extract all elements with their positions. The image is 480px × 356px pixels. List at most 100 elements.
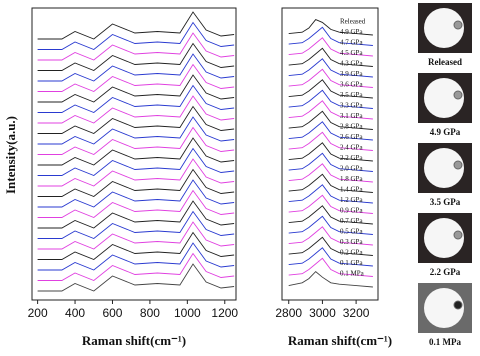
spectrum [288,47,373,67]
series-label: 4.7 GPa [340,39,363,47]
spectrum [288,68,373,88]
spectrum [288,257,373,277]
series-label: 4.3 GPa [340,60,363,68]
spectrum [288,215,373,235]
series-label: 0.5 GPa [340,228,363,236]
series-label: 1.8 GPa [340,175,363,183]
photo-label: 3.5 GPa [430,197,461,207]
series-label: 4.9 GPa [340,28,363,36]
spectrum [288,205,373,225]
spectrum [288,100,373,120]
series-label: 2.8 GPa [340,123,363,131]
spectrum [288,131,373,151]
spectrum [37,221,235,250]
spectrum [288,110,373,130]
photo-dot [453,90,463,100]
spectrum [37,231,235,261]
series-label: 3.3 GPa [340,102,363,110]
photo-sample [424,78,464,118]
y-axis-label: Intensity(a.u.) [3,116,18,194]
spectrum [37,189,235,219]
photo-label: 2.2 GPa [430,267,461,277]
x-axis-label: Raman shift(cm⁻¹) [288,333,392,348]
x-axis-label: Raman shift(cm⁻¹) [82,333,186,348]
spectrum [37,95,235,124]
x-tick-label: 3200 [343,306,370,320]
spectrum [37,105,235,135]
spectrum [37,126,235,156]
series-label: Released [340,18,366,26]
series-label: 1.2 GPa [340,196,363,204]
photo-label: 0.1 MPa [429,337,461,347]
photo-dot [453,300,463,310]
x-tick-label: 1200 [211,306,238,320]
spectrum [288,236,373,256]
spectrum [37,32,235,61]
series-label: 0.7 GPa [340,217,363,225]
photo-sample [424,288,464,328]
spectrum [37,137,235,166]
series-label: 0.1 MPa [340,270,365,278]
photo-dot [453,160,463,170]
x-tick-label: 800 [140,306,160,320]
series-label: 3.6 GPa [340,81,363,89]
spectrum [288,173,373,193]
series-label: 4.5 GPa [340,49,363,57]
spectrum [288,58,373,78]
spectrum [288,163,373,183]
photo-sample [424,218,464,258]
series-label: 0.3 GPa [340,238,363,246]
spectrum [288,142,373,162]
spectrum [37,53,235,82]
spectrum [288,121,373,141]
plot-frame [281,7,379,301]
spectrum [288,194,373,214]
spectrum [37,84,235,114]
spectrum [288,270,373,288]
photo-dot [453,20,463,30]
x-tick-label: 2800 [275,306,302,320]
spectrum [288,226,373,246]
series-label: 2.2 GPa [340,154,363,162]
x-tick-label: 3000 [309,306,336,320]
spectrum [37,263,235,292]
spectrum [37,21,235,51]
series-label: 1.4 GPa [340,186,363,194]
photo-label: 4.9 GPa [430,127,461,137]
spectrum [37,168,235,198]
spectrum [37,11,235,40]
series-label: 3.9 GPa [340,70,363,78]
spectrum [37,74,235,103]
series-label: 3.5 GPa [340,91,363,99]
photo-dot [453,230,463,240]
series-label: 0.2 GPa [340,249,363,257]
series-label: 2.4 GPa [340,144,363,152]
series-label: 3.1 GPa [340,112,363,120]
x-tick-label: 1000 [174,306,201,320]
spectrum [288,26,373,46]
spectrum [37,158,235,187]
spectrum [288,184,373,204]
spectrum [288,37,373,57]
photo-sample [424,148,464,188]
spectrum [37,242,235,271]
series-label: 2.6 GPa [340,133,363,141]
spectrum [37,252,235,282]
spectrum [288,79,373,99]
spectrum [37,42,235,72]
series-label: 0.9 GPa [340,207,363,215]
spectrum [37,63,235,93]
spectrum [37,179,235,208]
photo-label: Released [428,57,462,67]
spectrum [37,210,235,240]
x-tick-label: 400 [65,306,85,320]
spectrum [288,89,373,109]
series-label: 0.1 GPa [340,259,363,267]
plot-frame [31,7,237,301]
series-label: 2.0 GPa [340,165,363,173]
x-tick-label: 600 [102,306,122,320]
spectrum [288,152,373,172]
spectrum [37,147,235,177]
spectrum [288,247,373,267]
